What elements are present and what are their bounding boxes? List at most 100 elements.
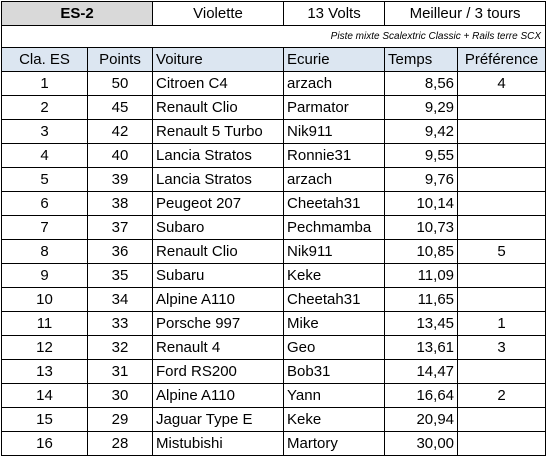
subtitle-spacer bbox=[87, 25, 153, 48]
rank-cell: 11 bbox=[1, 311, 88, 336]
car-cell: Renault Clio bbox=[152, 95, 285, 120]
track-description: Piste mixte Scalextric Classic + Rails t… bbox=[152, 25, 546, 48]
time-cell: 13,45 bbox=[384, 311, 459, 336]
preference-cell: 3 bbox=[457, 335, 546, 360]
rank-cell: 2 bbox=[1, 95, 88, 120]
team-cell: Keke bbox=[283, 407, 386, 432]
rank-cell: 16 bbox=[1, 431, 88, 456]
time-cell: 10,73 bbox=[384, 215, 459, 240]
preference-cell bbox=[457, 431, 546, 456]
column-header-row: Cla. ES Points Voiture Ecurie Temps Préf… bbox=[1, 47, 546, 72]
points-cell: 36 bbox=[86, 239, 154, 264]
points-cell: 45 bbox=[86, 95, 154, 120]
team-cell: Yann bbox=[283, 383, 386, 408]
car-cell: Subaro bbox=[152, 215, 285, 240]
points-cell: 30 bbox=[86, 383, 154, 408]
time-cell: 20,94 bbox=[384, 407, 459, 432]
team-cell: Mike bbox=[283, 311, 386, 336]
preference-cell: 1 bbox=[457, 311, 546, 336]
preference-cell: 2 bbox=[457, 383, 546, 408]
subtitle-row: Piste mixte Scalextric Classic + Rails t… bbox=[1, 25, 546, 48]
car-cell: Renault 4 bbox=[152, 335, 285, 360]
rank-cell: 14 bbox=[1, 383, 88, 408]
preference-cell: 5 bbox=[457, 239, 546, 264]
rank-cell: 8 bbox=[1, 239, 88, 264]
preference-cell bbox=[457, 287, 546, 312]
points-cell: 32 bbox=[86, 335, 154, 360]
points-cell: 28 bbox=[86, 431, 154, 456]
table-row: 16 28 Mistubishi Martory 30,00 bbox=[1, 431, 546, 456]
table-row: 2 45 Renault Clio Parmator 9,29 bbox=[1, 95, 546, 120]
table-row: 9 35 Subaru Keke 11,09 bbox=[1, 263, 546, 288]
team-cell: Parmator bbox=[283, 95, 386, 120]
rank-cell: 10 bbox=[1, 287, 88, 312]
preference-cell bbox=[457, 359, 546, 384]
car-cell: Jaguar Type E bbox=[152, 407, 285, 432]
table-row: 3 42 Renault 5 Turbo Nik911 9,42 bbox=[1, 119, 546, 144]
team-cell: arzach bbox=[283, 167, 386, 192]
team-cell: Geo bbox=[283, 335, 386, 360]
team-cell: Nik911 bbox=[283, 239, 386, 264]
preference-cell bbox=[457, 407, 546, 432]
car-cell: Lancia Stratos bbox=[152, 167, 285, 192]
col-header-rank: Cla. ES bbox=[1, 47, 88, 72]
preference-cell bbox=[457, 167, 546, 192]
points-cell: 34 bbox=[86, 287, 154, 312]
points-cell: 50 bbox=[86, 71, 154, 96]
preference-cell bbox=[457, 119, 546, 144]
table-row: 11 33 Porsche 997 Mike 13,45 1 bbox=[1, 311, 546, 336]
car-cell: Ford RS200 bbox=[152, 359, 285, 384]
table-row: 1 50 Citroen C4 arzach 8,56 4 bbox=[1, 71, 546, 96]
car-cell: Citroen C4 bbox=[152, 71, 285, 96]
preference-cell bbox=[457, 263, 546, 288]
points-cell: 40 bbox=[86, 143, 154, 168]
team-cell: arzach bbox=[283, 71, 386, 96]
rank-cell: 5 bbox=[1, 167, 88, 192]
car-cell: Renault Clio bbox=[152, 239, 285, 264]
table-row: 13 31 Ford RS200 Bob31 14,47 bbox=[1, 359, 546, 384]
car-cell: Alpine A110 bbox=[152, 287, 285, 312]
preference-cell bbox=[457, 95, 546, 120]
table-row: 15 29 Jaguar Type E Keke 20,94 bbox=[1, 407, 546, 432]
points-cell: 39 bbox=[86, 167, 154, 192]
subtitle-spacer-left bbox=[1, 25, 88, 48]
table-row: 14 30 Alpine A110 Yann 16,64 2 bbox=[1, 383, 546, 408]
time-cell: 16,64 bbox=[384, 383, 459, 408]
table-row: 5 39 Lancia Stratos arzach 9,76 bbox=[1, 167, 546, 192]
table-row: 4 40 Lancia Stratos Ronnie31 9,55 bbox=[1, 143, 546, 168]
car-cell: Alpine A110 bbox=[152, 383, 285, 408]
time-cell: 8,56 bbox=[384, 71, 459, 96]
points-cell: 37 bbox=[86, 215, 154, 240]
team-cell: Cheetah31 bbox=[283, 191, 386, 216]
voltage: 13 Volts bbox=[283, 1, 386, 26]
rank-cell: 12 bbox=[1, 335, 88, 360]
car-cell: Renault 5 Turbo bbox=[152, 119, 285, 144]
team-cell: Cheetah31 bbox=[283, 287, 386, 312]
rank-cell: 7 bbox=[1, 215, 88, 240]
rank-cell: 9 bbox=[1, 263, 88, 288]
time-cell: 13,61 bbox=[384, 335, 459, 360]
rank-cell: 3 bbox=[1, 119, 88, 144]
points-cell: 33 bbox=[86, 311, 154, 336]
table-row: 12 32 Renault 4 Geo 13,61 3 bbox=[1, 335, 546, 360]
team-cell: Nik911 bbox=[283, 119, 386, 144]
time-cell: 9,29 bbox=[384, 95, 459, 120]
header-row: ES-2 Violette 13 Volts Meilleur / 3 tour… bbox=[0, 1, 546, 26]
rank-cell: 15 bbox=[1, 407, 88, 432]
col-header-team: Ecurie bbox=[283, 47, 386, 72]
team-cell: Ronnie31 bbox=[283, 143, 386, 168]
col-header-preference: Préférence bbox=[457, 47, 546, 72]
col-header-time: Temps bbox=[384, 47, 459, 72]
rank-cell: 6 bbox=[1, 191, 88, 216]
preference-cell bbox=[457, 143, 546, 168]
car-cell: Porsche 997 bbox=[152, 311, 285, 336]
team-cell: Martory bbox=[283, 431, 386, 456]
time-cell: 9,55 bbox=[384, 143, 459, 168]
team-cell: Keke bbox=[283, 263, 386, 288]
preference-cell: 4 bbox=[457, 71, 546, 96]
results-body: 1 50 Citroen C4 arzach 8,56 4 2 45 Renau… bbox=[1, 71, 546, 456]
time-cell: 9,42 bbox=[384, 119, 459, 144]
track-color: Violette bbox=[152, 1, 285, 26]
